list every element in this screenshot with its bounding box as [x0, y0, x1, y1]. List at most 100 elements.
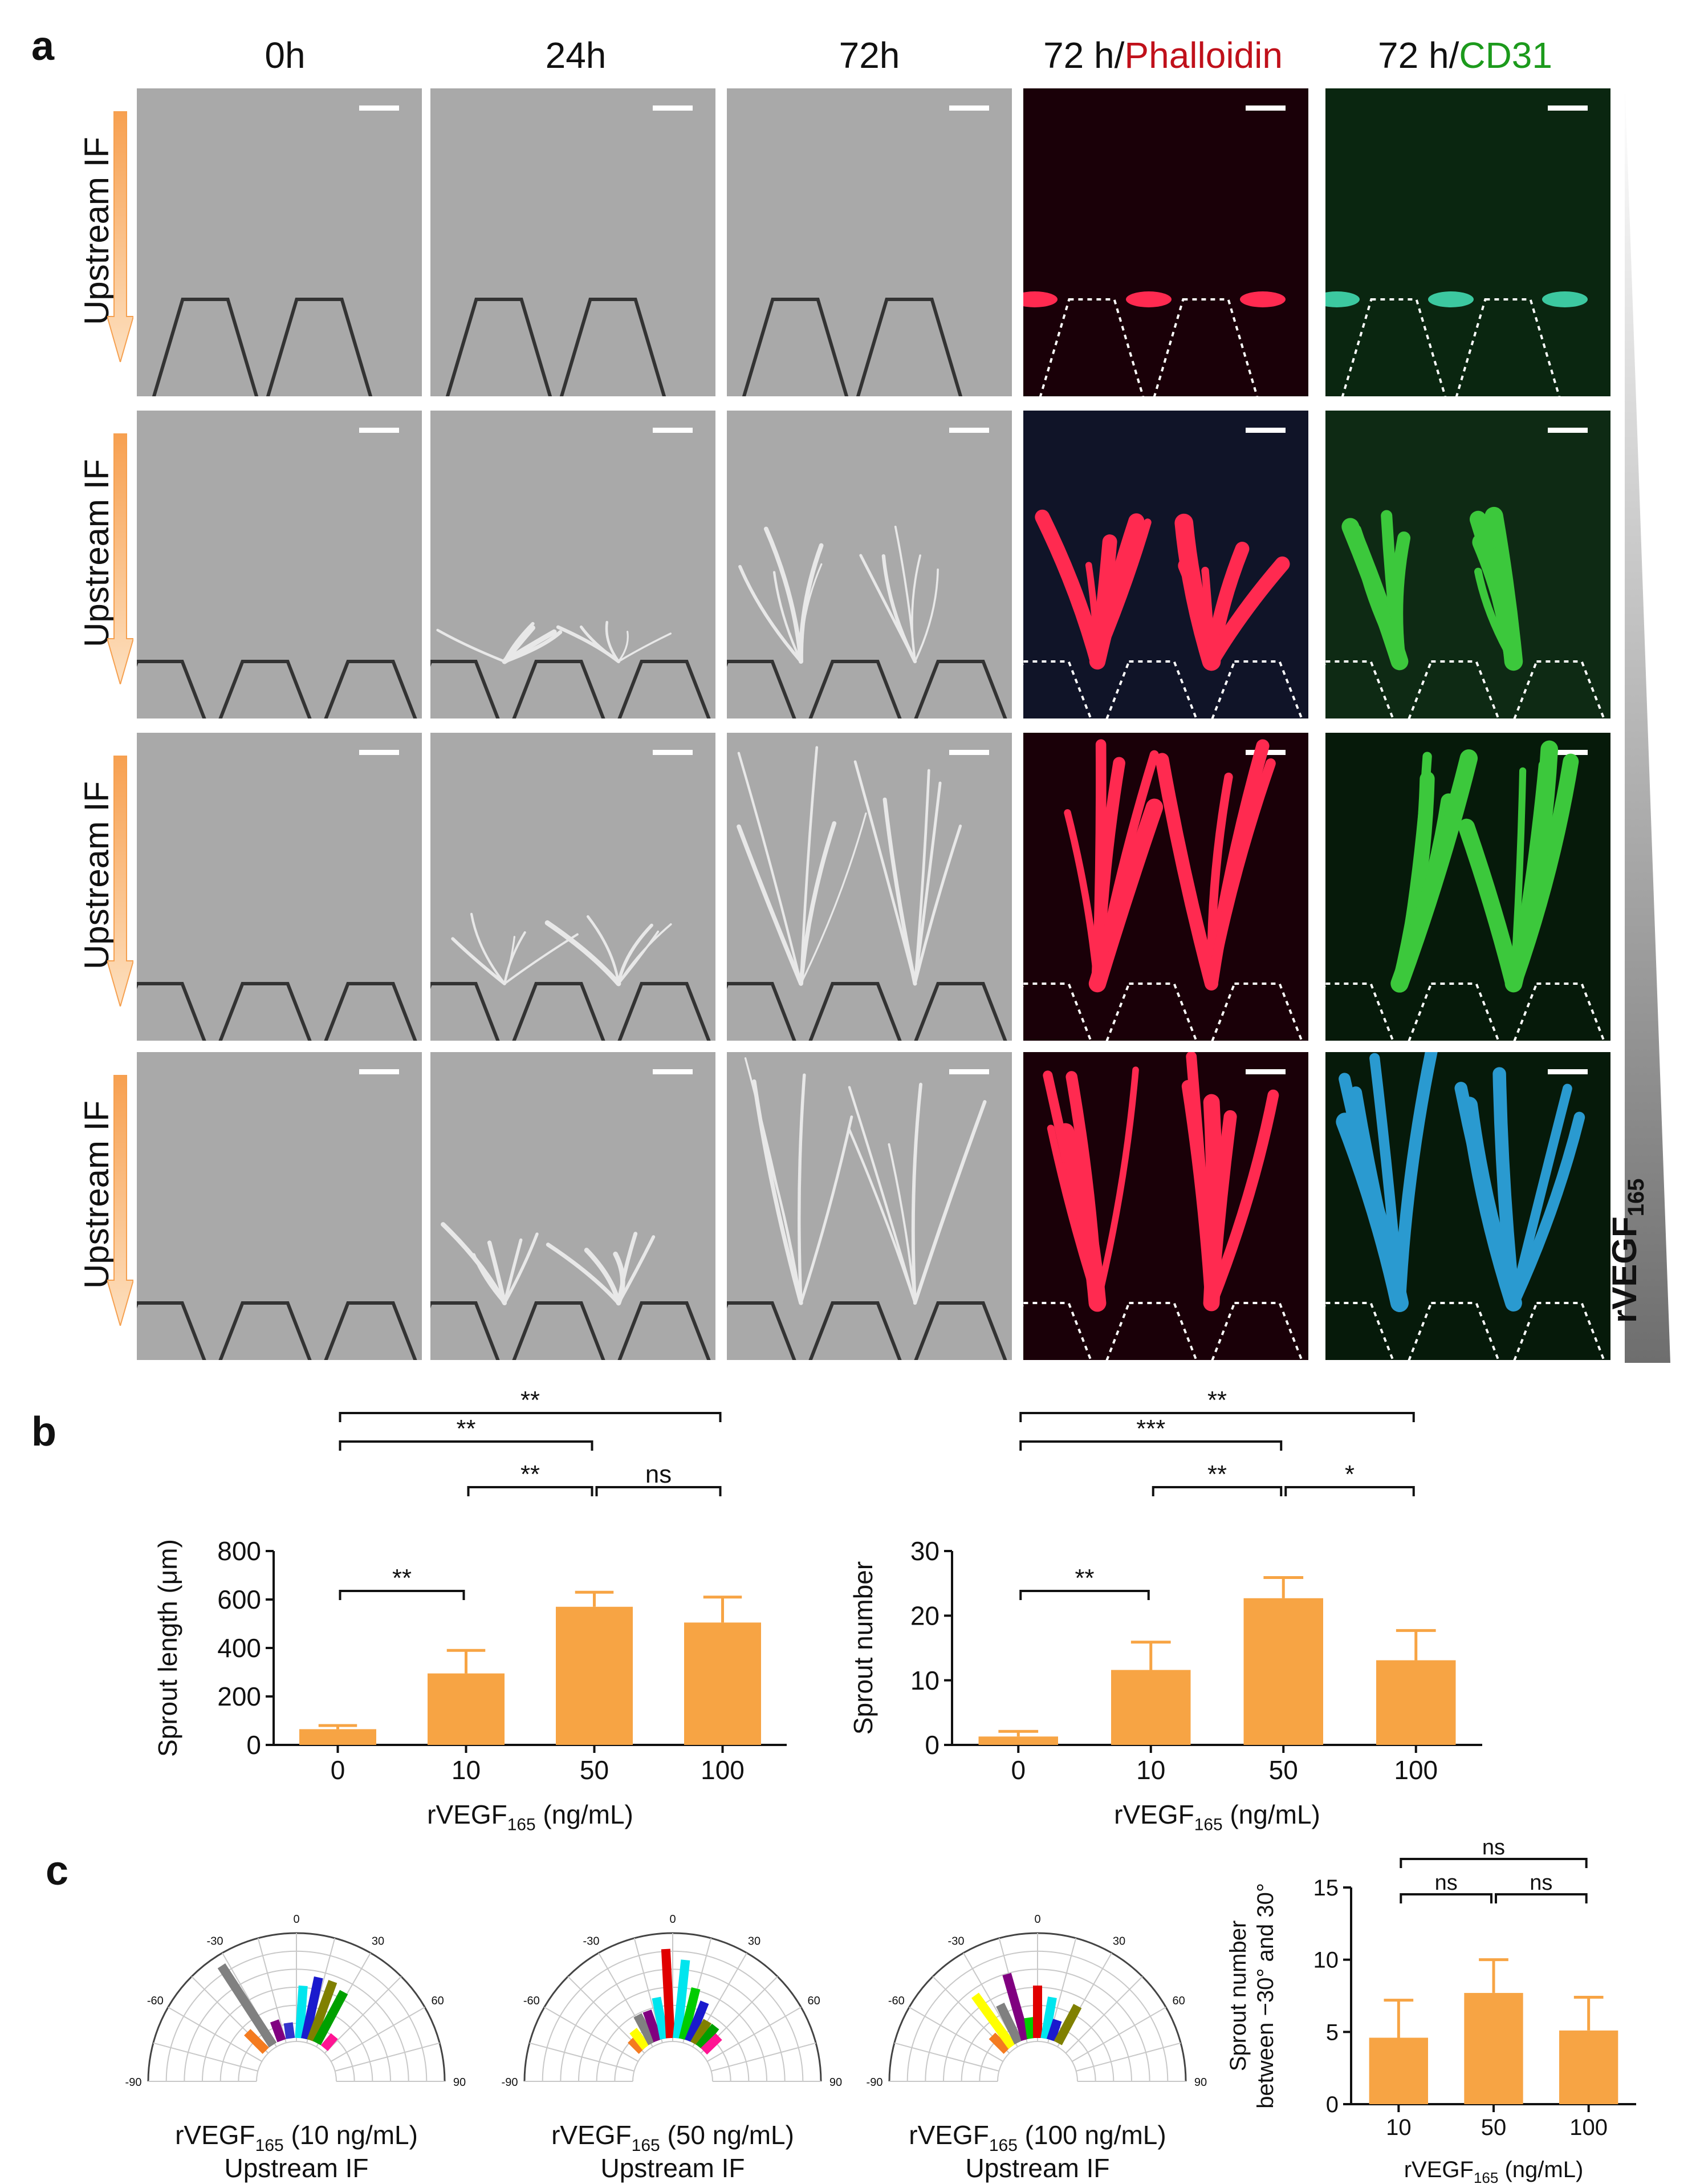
column-header-prefix: 72 h/: [1043, 35, 1125, 76]
sprout-branch: [738, 565, 803, 663]
sprout-branch: [1390, 749, 1478, 993]
sprout-branch: [1203, 1094, 1223, 1312]
micropillar-outline: [218, 1301, 312, 1360]
column-header-0h: 0h: [265, 35, 306, 76]
sprout-branch: [799, 1115, 853, 1305]
sprout-branch: [1094, 1066, 1139, 1306]
column-header-72h: 72h: [839, 35, 900, 76]
micropillar-outline: [430, 982, 500, 1041]
column-header-stain: Phalloidin: [1124, 35, 1283, 76]
sprout-branch: [617, 923, 672, 985]
polar-bar: [678, 1987, 701, 2041]
polar-caption-sub: 165: [989, 2136, 1018, 2155]
polar-grid-spoke: [707, 2007, 802, 2062]
micropillar-outline: [137, 982, 206, 1041]
significance-bracket: [339, 1440, 593, 1451]
micropillar-outline: [266, 298, 373, 396]
micropillar-outline: [808, 660, 902, 718]
x-tick-label: 0: [1011, 1755, 1026, 1785]
polar-angle-label: 30: [748, 1935, 760, 1947]
sprout-branch: [1504, 740, 1559, 993]
micrograph-tile: [1325, 411, 1610, 718]
micropillar-outline: [617, 1301, 711, 1360]
polar-bar: [270, 2019, 286, 2043]
sprout-branch: [1206, 808, 1252, 989]
micropillar-outline: [218, 660, 312, 718]
micropillar-outline: [617, 660, 711, 718]
sprout-branch: [1350, 524, 1405, 667]
micropillar-outline: [914, 982, 1007, 1041]
polar-bar: [652, 1996, 669, 2040]
micropillar-outline: [152, 298, 259, 396]
x-tick-label: 0: [331, 1755, 345, 1785]
polar-bar: [1040, 1996, 1057, 2040]
polar-grid-spoke: [153, 2042, 258, 2072]
sprout-branch: [1089, 513, 1145, 670]
sprout-branch: [1461, 1097, 1522, 1312]
y-tick-label: 800: [217, 1536, 261, 1566]
scale-bar: [653, 1069, 693, 1074]
scale-bar: [359, 428, 399, 433]
tile-background: [727, 1052, 1012, 1360]
scale-bar: [1246, 428, 1286, 433]
sprout-branch: [502, 630, 563, 664]
significance-label: **: [520, 1391, 540, 1414]
vegf-gradient-label-sub: 165: [1624, 1178, 1649, 1217]
polar-bar: [989, 2032, 1010, 2054]
micrograph-tile: [727, 733, 1012, 1041]
polar-caption-main: rVEGF: [909, 2120, 989, 2150]
bar: [1464, 1992, 1523, 2104]
y-tick-label: 400: [217, 1633, 261, 1663]
micropillar-outline: [512, 1301, 605, 1360]
micropillar-outline: [324, 982, 417, 1041]
sprout-branch: [1206, 1089, 1279, 1309]
polar-grid-spoke: [335, 2042, 440, 2072]
sprout-branch: [859, 554, 917, 663]
polar-bar: [320, 2033, 338, 2051]
sprout-branch: [913, 1100, 987, 1305]
significance-label: ***: [1136, 1415, 1165, 1443]
significance-label: **: [1207, 1391, 1227, 1414]
polar-histogram-10: -90 -60 -30 0 30 60 90 rVEGF165 (10 ng/mL)Upstr…: [125, 1913, 466, 2183]
x-axis-label: rVEGF165 (ng/mL): [1404, 2157, 1584, 2184]
vegf-gradient-wedge: [1625, 80, 1670, 1363]
scale-bar: [653, 750, 693, 755]
y-tick-label: 30: [910, 1536, 939, 1566]
sprout-branch: [752, 1079, 803, 1305]
cell-cluster: [1542, 291, 1588, 307]
polar-caption-tail: (100 ng/mL): [1018, 2120, 1166, 2150]
micropillar-outline: [727, 1301, 796, 1360]
micropillar-outline: [324, 1301, 417, 1360]
micrograph-tile: [727, 1052, 1012, 1360]
y-tick-label: 15: [1313, 1876, 1339, 1901]
micrograph-tile: [137, 1052, 422, 1360]
x-tick-label: 50: [1269, 1755, 1298, 1785]
sprout-branch: [1458, 818, 1522, 992]
micropillar-outline: [727, 982, 796, 1041]
x-axis-label-main: rVEGF: [1404, 2157, 1474, 2182]
polar-bar: [690, 2019, 711, 2047]
bar: [299, 1729, 376, 1745]
polar-bar: [1046, 2019, 1062, 2042]
polar-bar: [629, 2028, 650, 2051]
significance-bracket: [1019, 1440, 1283, 1451]
bar: [1111, 1670, 1191, 1745]
polar-bar: [1002, 1972, 1030, 2041]
row-label: Upstream IF: [57, 422, 133, 696]
polar-grid-spoke: [168, 2007, 262, 2062]
polar-caption-line2: Upstream IF: [965, 2153, 1109, 2183]
significance-label: *: [1345, 1460, 1355, 1488]
sprout-branch: [737, 824, 803, 986]
sprout-branch: [763, 526, 803, 664]
scale-bar: [1246, 105, 1286, 111]
significance-label: ns: [1530, 1871, 1552, 1895]
x-tick-label: 50: [580, 1755, 609, 1785]
polar-angle-label: 90: [453, 2076, 466, 2089]
y-axis-label: Sprout number: [848, 1561, 878, 1735]
micrograph-tile: [1325, 733, 1610, 1041]
polar-bar: [628, 2036, 645, 2054]
significance-label: ns: [1435, 1871, 1458, 1895]
significance-label: **: [1207, 1460, 1227, 1488]
x-tick-label: 100: [701, 1755, 745, 1785]
tile-background: [137, 88, 422, 396]
